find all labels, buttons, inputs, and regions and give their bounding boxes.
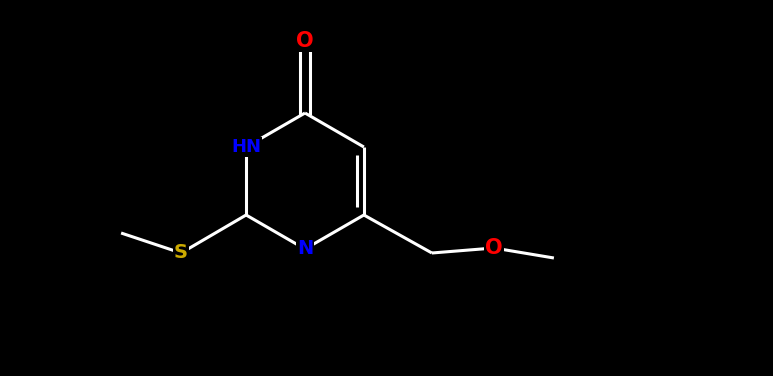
Text: HN: HN bbox=[231, 138, 261, 156]
Text: S: S bbox=[174, 244, 188, 262]
Text: O: O bbox=[485, 238, 502, 258]
Text: O: O bbox=[296, 31, 314, 51]
Text: N: N bbox=[297, 240, 313, 259]
